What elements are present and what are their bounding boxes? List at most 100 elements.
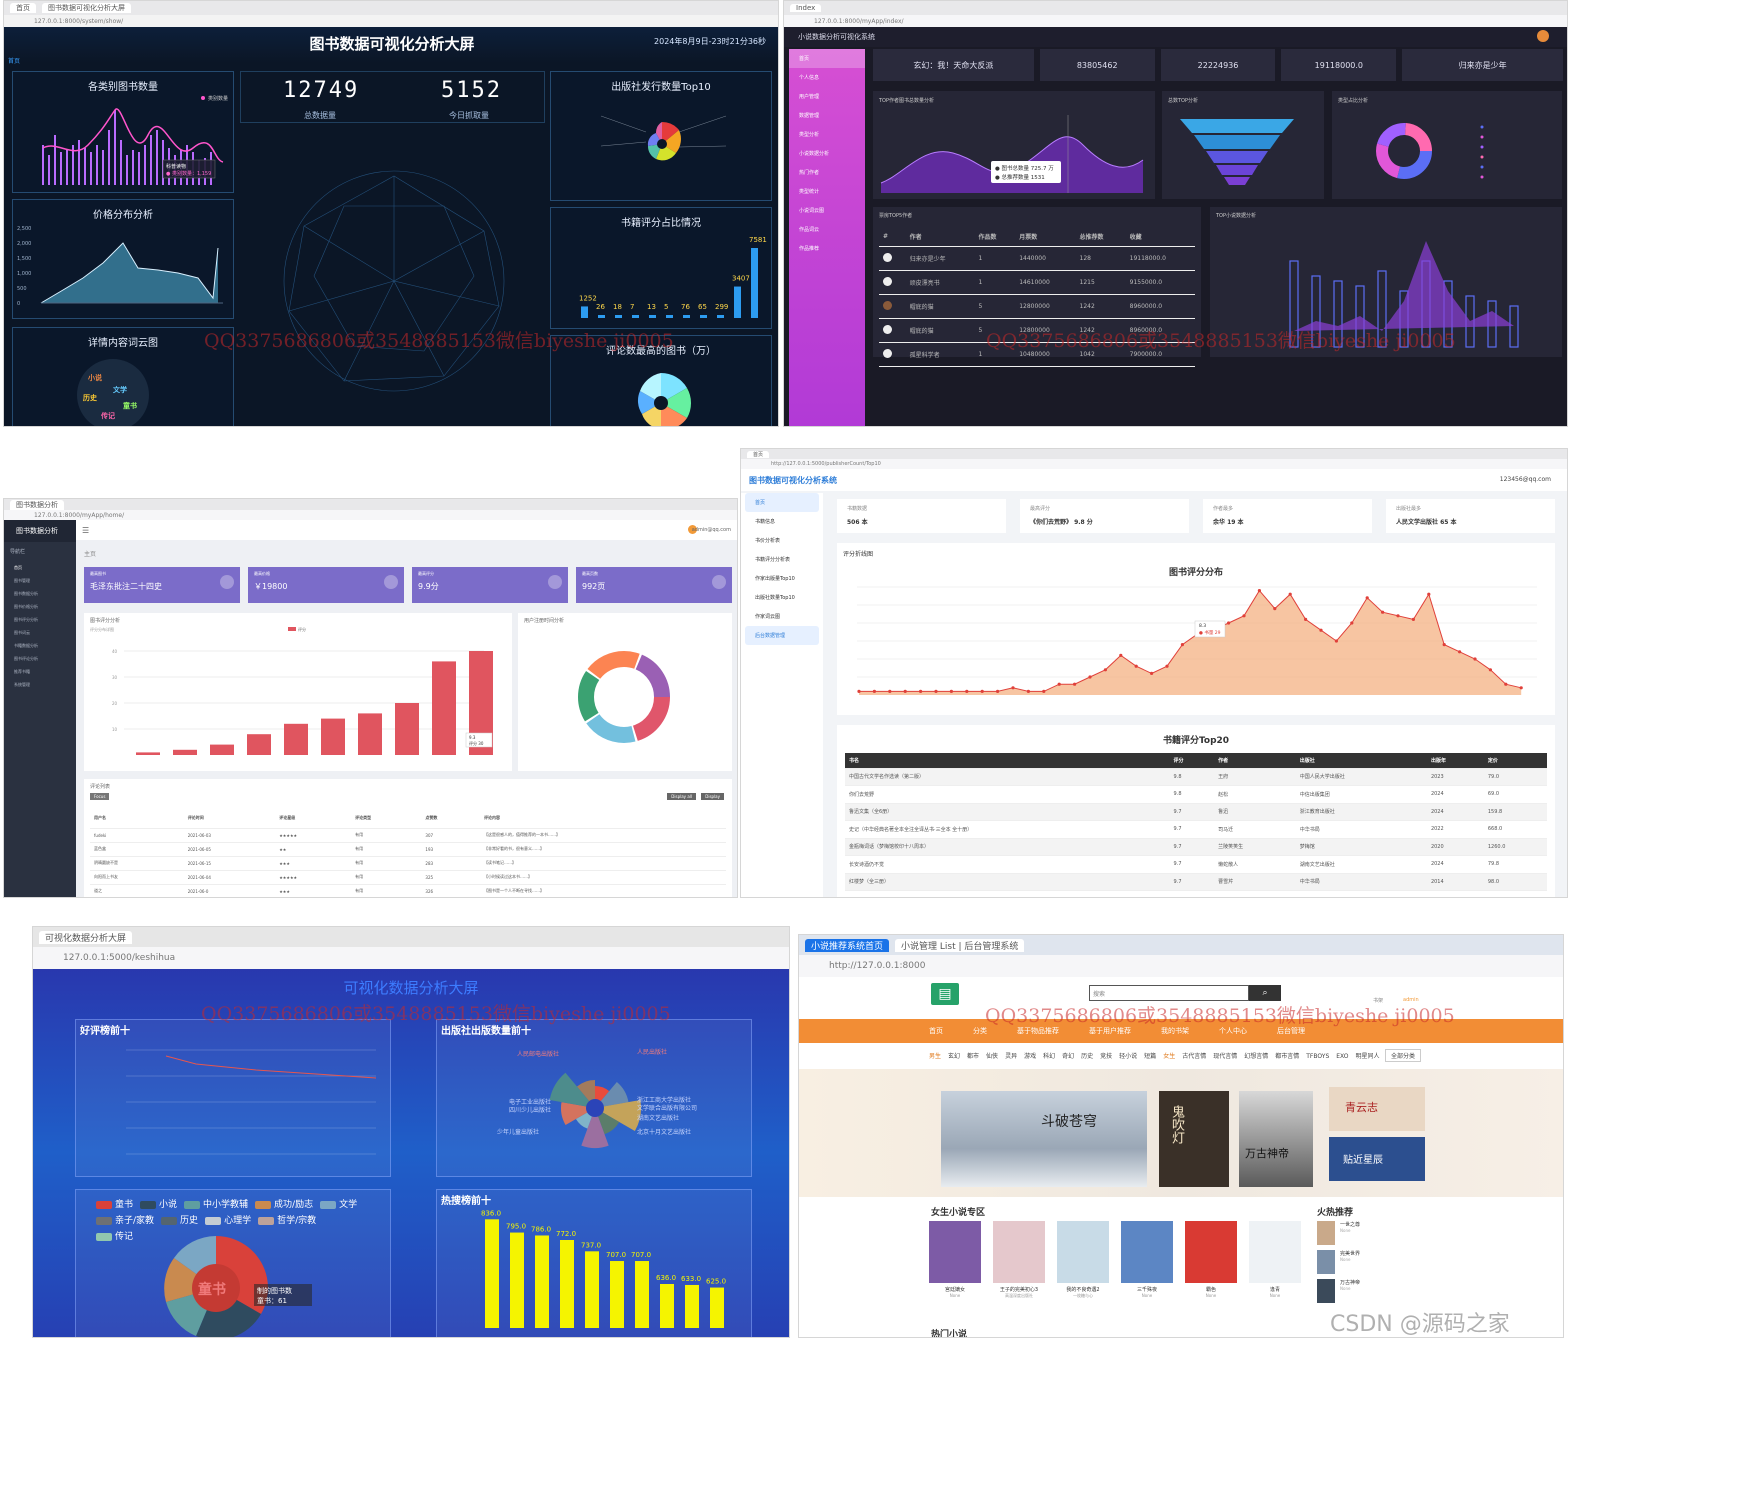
- legend-item[interactable]: 亲子/家教: [96, 1214, 154, 1228]
- table-row[interactable]: 帽底的猫 5 12800000 1242 8960000.0: [879, 294, 1195, 319]
- legend-item[interactable]: 成功/励志: [255, 1198, 313, 1212]
- display-button[interactable]: Display: [701, 793, 724, 800]
- table-row[interactable]: 道之 2021-06-0 ★★★ 有用 326 【图书是一个人不断在寻找……】: [90, 884, 726, 897]
- rating-point[interactable]: [965, 689, 969, 693]
- rating-bar[interactable]: [395, 703, 419, 755]
- cover-3[interactable]: 万古神帝: [1239, 1091, 1313, 1187]
- browser-tab-active[interactable]: 可视化数据分析大屏: [39, 930, 133, 944]
- rating-point[interactable]: [934, 689, 938, 693]
- sidebar-item[interactable]: 首页: [14, 564, 22, 570]
- cover-4[interactable]: 青云志: [1329, 1087, 1425, 1131]
- table-row[interactable]: 向阳而上书友 2021-06-04 ★★★★★ 有用 325 【小时候读过这本书……】: [90, 870, 726, 885]
- rating-point[interactable]: [1103, 668, 1107, 672]
- sidebar-item[interactable]: 图书价格分析: [14, 603, 38, 609]
- rating-bar[interactable]: [210, 744, 234, 755]
- rating-point[interactable]: [1334, 639, 1338, 643]
- book-card[interactable]: 三千殊夜 None: [1121, 1221, 1173, 1307]
- rating-point[interactable]: [1504, 682, 1508, 686]
- sidebar-item[interactable]: 书籍评分分析表: [755, 557, 791, 563]
- rating-point[interactable]: [1057, 682, 1061, 686]
- sidebar-item[interactable]: 书价分析表: [755, 538, 781, 544]
- rose-slice[interactable]: [595, 1100, 641, 1131]
- table-row[interactable]: 红楼梦（全三册） 9.7 曹雪芹 中华书局 2014 98.0: [845, 873, 1547, 891]
- hot-bar[interactable]: [610, 1261, 624, 1328]
- table-row[interactable]: 归来亦是少年 1 1440000 128 19118000.0: [879, 246, 1195, 271]
- book-card[interactable]: 王子的完美初心3 高温深度出版社: [993, 1221, 1045, 1307]
- search-input[interactable]: 搜索: [1089, 985, 1249, 1001]
- avatar[interactable]: [688, 525, 697, 534]
- rating-bar[interactable]: [247, 734, 271, 755]
- rating-bar[interactable]: [358, 713, 382, 755]
- rating-point[interactable]: [857, 689, 861, 693]
- sidebar-item[interactable]: 作家词云图: [755, 614, 781, 620]
- category-link[interactable]: 女生: [1163, 1053, 1176, 1060]
- sidebar-item[interactable]: 首页: [789, 49, 865, 68]
- legend-item[interactable]: 历史: [161, 1214, 198, 1228]
- browser-tab-active[interactable]: 首页: [747, 450, 770, 458]
- sidebar-item[interactable]: 系统管理: [14, 681, 30, 687]
- hot-bar[interactable]: [635, 1261, 649, 1328]
- hot-bar[interactable]: [660, 1284, 674, 1328]
- rating-point[interactable]: [1011, 686, 1015, 690]
- rating-point[interactable]: [1150, 671, 1154, 675]
- nav-item[interactable]: 我的书架: [1161, 1027, 1189, 1035]
- rating-point[interactable]: [949, 689, 953, 693]
- legend-item[interactable]: 文学: [320, 1198, 357, 1212]
- category-link[interactable]: 男生: [929, 1053, 942, 1060]
- category-link[interactable]: 奇幻: [1062, 1053, 1075, 1060]
- sidebar-item[interactable]: 图书评论分析: [14, 655, 38, 661]
- category-link[interactable]: 玄幻: [948, 1053, 961, 1060]
- rating-point[interactable]: [1165, 664, 1169, 668]
- rating-point[interactable]: [1396, 614, 1400, 618]
- sidebar-item[interactable]: 书籍信息: [755, 519, 776, 525]
- hot-item[interactable]: 一世之尊 None: [1317, 1221, 1417, 1245]
- sidebar-item[interactable]: 类型统计: [799, 189, 820, 195]
- book-card[interactable]: 逢青 None: [1249, 1221, 1301, 1307]
- rating-point[interactable]: [1381, 610, 1385, 614]
- table-row[interactable]: 史记（中华经典名著全本全注全译丛书·三全本 全十册） 9.7 司马迁 中华书局 2022…: [845, 820, 1547, 839]
- rating-point[interactable]: [1411, 617, 1415, 621]
- address-bar[interactable]: 127.0.0.1:8000/myApp/home/: [4, 510, 737, 520]
- table-row[interactable]: 中国古代文学名作选读（第二版） 9.8 王府 中国人民大学出版社 2023 79.0: [845, 768, 1547, 786]
- address-bar[interactable]: 127.0.0.1:8000/system/show/: [4, 15, 778, 27]
- rating-point[interactable]: [1073, 682, 1077, 686]
- rose-slice[interactable]: [549, 1072, 595, 1108]
- category-link[interactable]: TFBOYS: [1306, 1053, 1330, 1060]
- table-row[interactable]: 你们去荒野 9.8 赵松 中信出版集团 2024 69.0: [845, 785, 1547, 804]
- table-row[interactable]: 帽底的猫 5 12800000 1242 8960000.0: [879, 318, 1195, 343]
- rating-bar[interactable]: [321, 718, 345, 755]
- hot-item[interactable]: 万古神帝 None: [1317, 1279, 1417, 1303]
- rating-point[interactable]: [1319, 628, 1323, 632]
- rating-point[interactable]: [1257, 589, 1261, 593]
- rating-point[interactable]: [1026, 689, 1030, 693]
- rating-bar[interactable]: [173, 749, 197, 755]
- hot-bar[interactable]: [485, 1219, 499, 1328]
- browser-tab[interactable]: 首页: [10, 3, 36, 13]
- category-link[interactable]: 灵异: [1005, 1053, 1018, 1060]
- category-link[interactable]: 轻小说: [1119, 1053, 1138, 1060]
- home-link[interactable]: 首页: [8, 58, 21, 65]
- rating-point[interactable]: [1042, 689, 1046, 693]
- all-categories-button[interactable]: 全部分类: [1385, 1049, 1422, 1062]
- address-bar[interactable]: http://127.0.0.1:5000/publisherCount/Top…: [741, 459, 1567, 469]
- browser-tab-active[interactable]: 小说推荐系统首页: [805, 938, 890, 952]
- rating-point[interactable]: [888, 689, 892, 693]
- hot-item[interactable]: 完美世界 None: [1317, 1250, 1417, 1274]
- legend-item[interactable]: 中小学教辅: [184, 1198, 248, 1212]
- sidebar-item[interactable]: 作家出版量Top10: [755, 576, 795, 582]
- category-link[interactable]: 科幻: [1043, 1053, 1056, 1060]
- hot-bar[interactable]: [685, 1284, 699, 1328]
- sidebar-item[interactable]: 首页: [745, 493, 819, 512]
- book-card[interactable]: 霸色 None: [1185, 1221, 1237, 1307]
- rating-point[interactable]: [1134, 664, 1138, 668]
- rating-point[interactable]: [1088, 675, 1092, 679]
- sidebar-item[interactable]: 图书数据分析: [14, 590, 38, 596]
- sidebar-item[interactable]: 热门作者: [799, 170, 820, 176]
- rating-point[interactable]: [919, 689, 923, 693]
- sidebar-item[interactable]: 后台数据管理: [745, 626, 819, 645]
- legend-item[interactable]: 哲学/宗教: [258, 1214, 316, 1228]
- sidebar-item[interactable]: 数据管理: [799, 113, 820, 119]
- sidebar-item[interactable]: 小说词云图: [799, 208, 825, 214]
- nav-item[interactable]: 后台管理: [1277, 1027, 1305, 1035]
- category-link[interactable]: 都市: [967, 1053, 980, 1060]
